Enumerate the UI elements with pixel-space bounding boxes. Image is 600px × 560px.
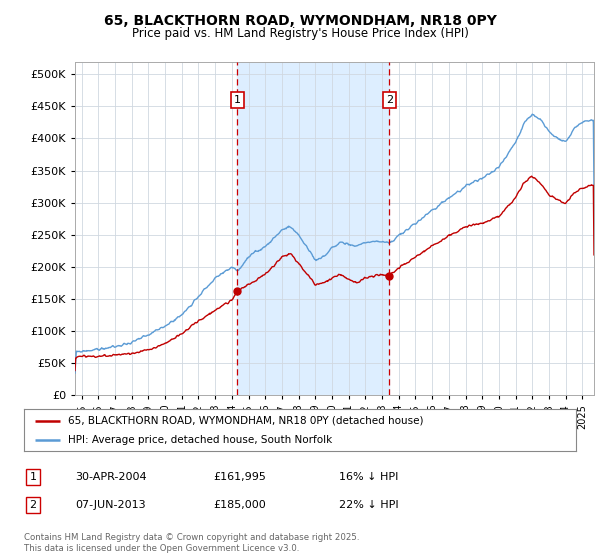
Text: Contains HM Land Registry data © Crown copyright and database right 2025.
This d: Contains HM Land Registry data © Crown c… (24, 533, 359, 553)
Text: HPI: Average price, detached house, South Norfolk: HPI: Average price, detached house, Sout… (68, 435, 332, 445)
Text: 2: 2 (386, 95, 393, 105)
Text: 65, BLACKTHORN ROAD, WYMONDHAM, NR18 0PY: 65, BLACKTHORN ROAD, WYMONDHAM, NR18 0PY (104, 14, 496, 28)
Text: 22% ↓ HPI: 22% ↓ HPI (339, 500, 398, 510)
Text: 1: 1 (29, 472, 37, 482)
Text: 30-APR-2004: 30-APR-2004 (75, 472, 146, 482)
Text: 16% ↓ HPI: 16% ↓ HPI (339, 472, 398, 482)
Text: £185,000: £185,000 (213, 500, 266, 510)
Bar (238, 62, 389, 395)
Text: 07-JUN-2013: 07-JUN-2013 (75, 500, 146, 510)
Text: 65, BLACKTHORN ROAD, WYMONDHAM, NR18 0PY (detached house): 65, BLACKTHORN ROAD, WYMONDHAM, NR18 0PY… (68, 416, 424, 426)
Text: 1: 1 (234, 95, 241, 105)
Text: £161,995: £161,995 (213, 472, 266, 482)
Text: Price paid vs. HM Land Registry's House Price Index (HPI): Price paid vs. HM Land Registry's House … (131, 27, 469, 40)
Text: 2: 2 (29, 500, 37, 510)
